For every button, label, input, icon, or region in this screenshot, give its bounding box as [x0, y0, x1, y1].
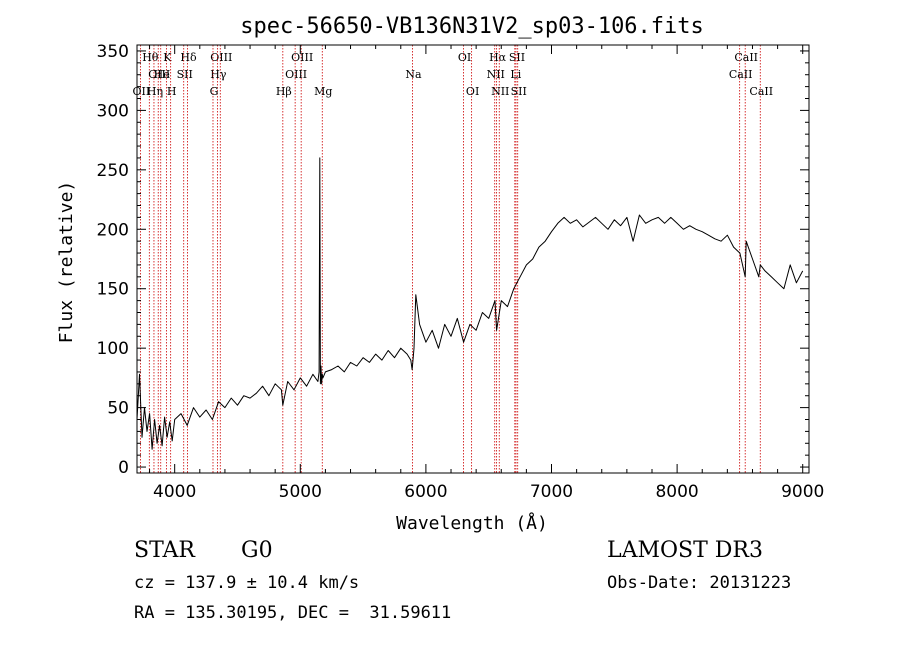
- marker-label-19: Hα: [489, 51, 507, 64]
- x-axis: 4000 5000 6000 7000 8000 9000: [149, 45, 824, 502]
- y-tick-label-300: 300: [97, 101, 129, 121]
- coordinates: RA = 135.30195, DEC = 31.59611: [134, 603, 452, 623]
- x-tick-label-5000: 5000: [279, 482, 322, 502]
- y-tick-label-200: 200: [97, 220, 129, 240]
- series-line-0: [136, 157, 804, 450]
- marker-label-2: OIII: [148, 68, 170, 81]
- plot-frame: [136, 44, 810, 474]
- marker-label-16: Na: [405, 68, 422, 81]
- chart-title: spec-56650-VB136N31V2_sp03-106.fits: [240, 14, 704, 39]
- y-tick-label-100: 100: [97, 339, 129, 359]
- marker-label-25: CaII: [734, 51, 758, 64]
- y-tick-label-0: 0: [118, 458, 129, 478]
- y-tick-label-50: 50: [107, 399, 129, 419]
- y-tick-label-350: 350: [97, 42, 129, 62]
- y-tick-label-250: 250: [97, 161, 129, 181]
- marker-label-14: Hβ: [276, 85, 292, 98]
- obs-date: Obs-Date: 20131223: [607, 573, 792, 593]
- marker-label-13: OIII: [285, 68, 307, 81]
- marker-label-9: OIII: [210, 51, 232, 64]
- marker-label-7: Hδ: [180, 51, 197, 64]
- marker-label-3: Hη: [147, 85, 163, 98]
- marker-label-15: Mg: [314, 85, 332, 98]
- marker-label-10: Hγ: [210, 68, 227, 81]
- marker-label-17: OI: [458, 51, 471, 64]
- x-tick-label-9000: 9000: [781, 482, 824, 502]
- marker-label-23: Li: [510, 68, 521, 81]
- y-axis-label: Flux (relative): [56, 181, 77, 344]
- y-tick-label-150: 150: [97, 280, 129, 300]
- marker-label-18: OI: [466, 85, 479, 98]
- marker-label-8: SII: [177, 68, 193, 81]
- x-axis-label: Wavelength (Å): [396, 512, 548, 534]
- marker-label-20: NII: [487, 68, 505, 81]
- marker-label-5: He: [154, 68, 170, 81]
- redshift-value: cz = 137.9 ± 10.4 km/s: [134, 573, 360, 593]
- x-tick-label-6000: 6000: [404, 482, 447, 502]
- marker-label-12: OIII: [291, 51, 313, 64]
- marker-label-1: Hθ: [142, 51, 159, 64]
- marker-label-6: H: [167, 85, 177, 98]
- marker-label-26: CaII: [729, 68, 753, 81]
- marker-label-22: SII: [509, 51, 525, 64]
- marker-label-24: SII: [511, 85, 527, 98]
- marker-label-27: CaII: [749, 85, 773, 98]
- x-tick-label-8000: 8000: [655, 482, 698, 502]
- marker-label-11: G: [210, 85, 219, 98]
- y-axis: 0 50 100 150 200 250 300 350: [97, 42, 809, 478]
- object-subclass: G0: [241, 538, 273, 563]
- series-group: [136, 157, 804, 450]
- object-class: STAR: [134, 538, 195, 563]
- survey-name: LAMOST DR3: [607, 538, 763, 563]
- x-tick-label-7000: 7000: [530, 482, 573, 502]
- marker-label-21: NII: [491, 85, 509, 98]
- marker-label-4: K: [163, 51, 172, 64]
- x-tick-label-4000: 4000: [153, 482, 196, 502]
